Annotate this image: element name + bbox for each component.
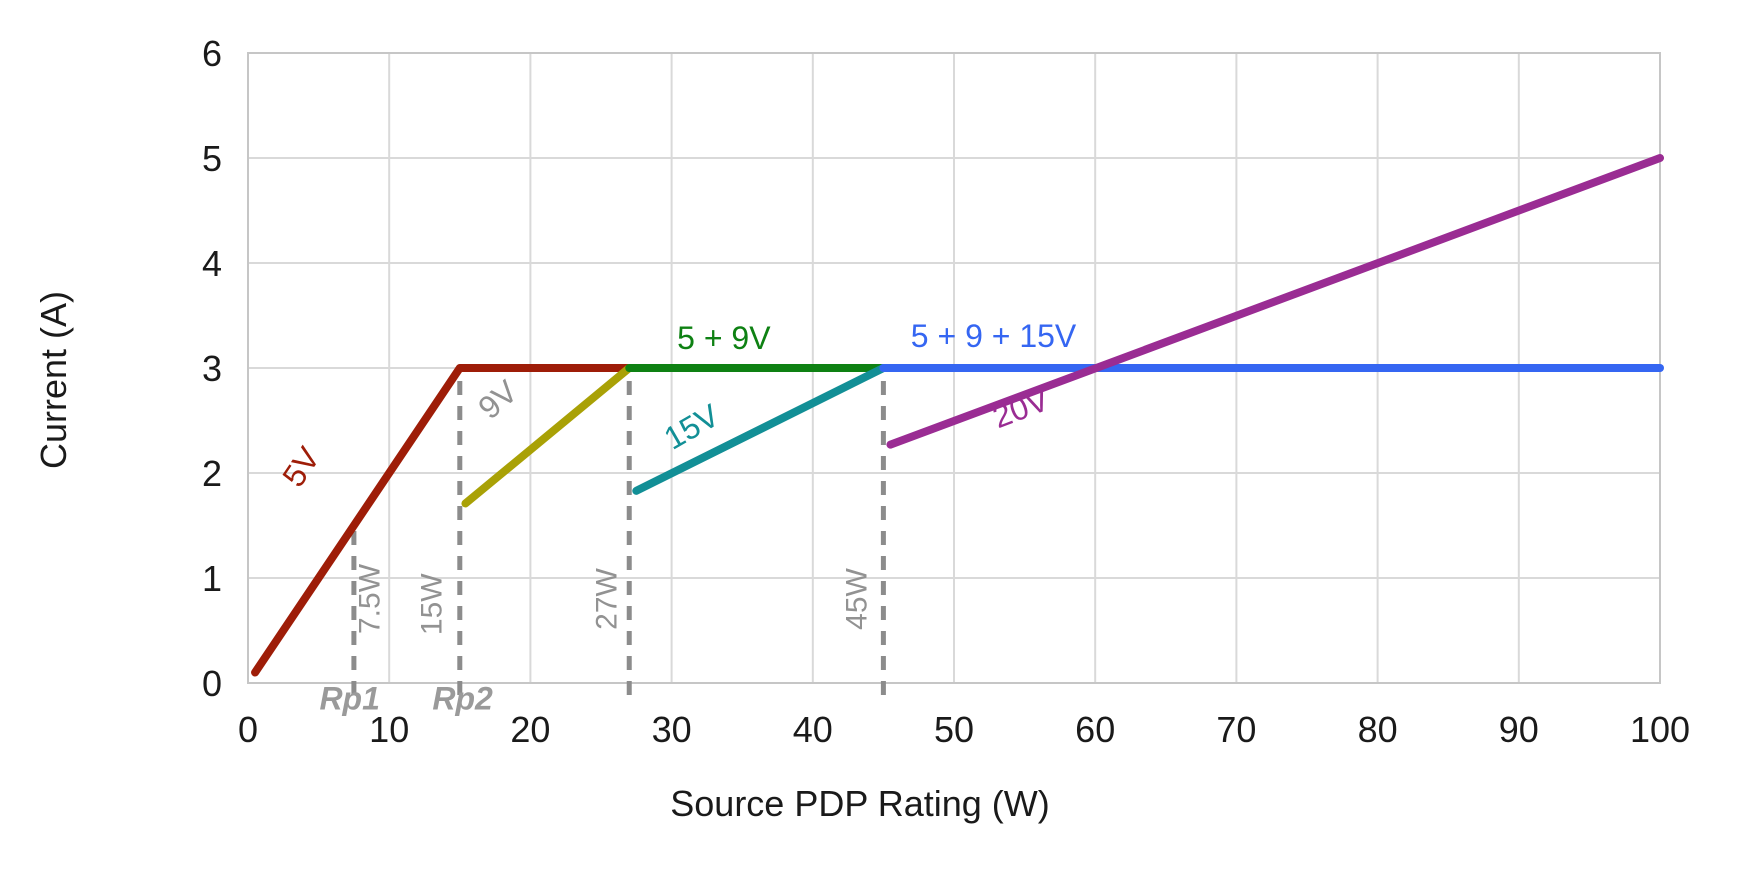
series-label-9v: 9V (471, 373, 525, 426)
x-tick-label-60: 60 (1075, 709, 1115, 750)
guide-label-7-5w: 7.5W (353, 563, 386, 634)
y-tick-label-5: 5 (202, 138, 222, 179)
x-tick-label-100: 100 (1630, 709, 1690, 750)
x-tick-label-80: 80 (1358, 709, 1398, 750)
x-tick-label-20: 20 (510, 709, 550, 750)
x-tick-label-10: 10 (369, 709, 409, 750)
series-label-5-9-15v: 5 + 9 + 15V (911, 318, 1077, 354)
axis-annotation-rp1: Rp1 (319, 680, 379, 716)
y-axis-title: Current (A) (33, 291, 74, 469)
x-tick-label-50: 50 (934, 709, 974, 750)
y-tick-label-1: 1 (202, 558, 222, 599)
x-tick-label-90: 90 (1499, 709, 1539, 750)
y-tick-label-4: 4 (202, 243, 222, 284)
y-tick-label-2: 2 (202, 453, 222, 494)
series-line-15v (632, 364, 888, 495)
series-line-20v (886, 154, 1664, 449)
x-tick-label-40: 40 (793, 709, 833, 750)
x-tick-label-30: 30 (652, 709, 692, 750)
x-tick-label-0: 0 (238, 709, 258, 750)
y-tick-label-3: 3 (202, 348, 222, 389)
guide-label-15w: 15W (415, 573, 448, 635)
guide-label-27w: 27W (591, 567, 624, 629)
series-label-5v: 5V (275, 440, 327, 493)
axis-annotation-rp2: Rp2 (432, 680, 493, 716)
y-tick-label-0: 0 (202, 663, 222, 704)
y-tick-label-6: 6 (202, 33, 222, 74)
x-axis-title: Source PDP Rating (W) (670, 783, 1049, 824)
guide-label-45w: 45W (840, 567, 873, 629)
series-line-5v (251, 364, 634, 677)
x-tick-label-70: 70 (1216, 709, 1256, 750)
series-label-5-9v: 5 + 9V (677, 320, 771, 356)
series-line-9v (461, 364, 634, 508)
